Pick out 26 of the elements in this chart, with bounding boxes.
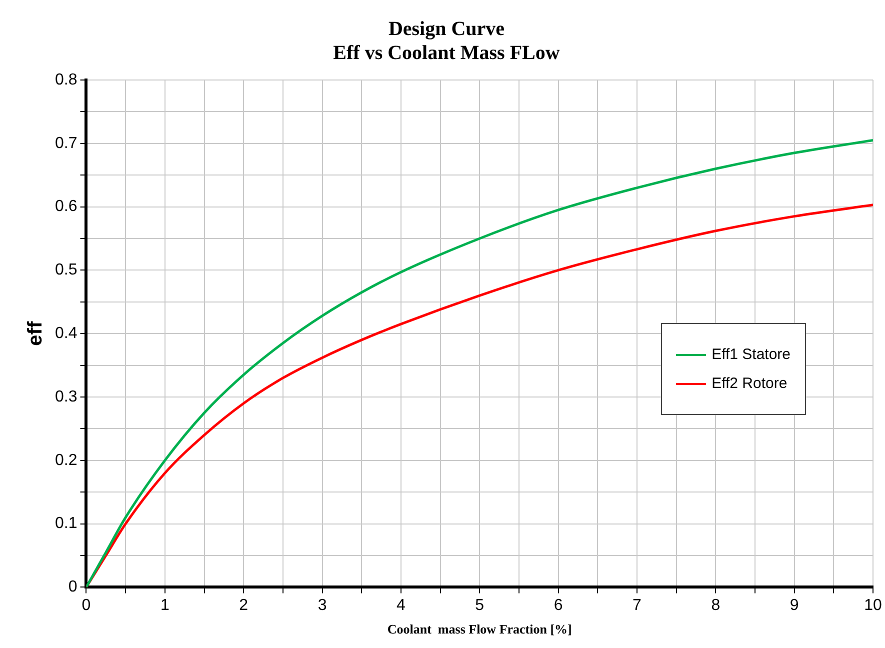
x-tick-label: 9 xyxy=(790,597,799,614)
x-tick-label: 8 xyxy=(711,597,720,614)
y-tick-label: 0.2 xyxy=(54,452,78,469)
legend-label: Eff1 Statore xyxy=(712,346,791,364)
y-tick-label: 0.4 xyxy=(54,325,78,342)
x-tick-label: 5 xyxy=(475,597,484,614)
y-tick-label: 0.6 xyxy=(54,198,78,216)
text: Eff vs Coolant Mass FLow xyxy=(333,42,560,64)
y-tick-label: 0.1 xyxy=(54,515,78,532)
y-tick-label: 0 xyxy=(68,578,78,596)
x-tick-label: 2 xyxy=(239,597,248,614)
x-tick-label: 4 xyxy=(396,597,406,614)
text: Design Curve xyxy=(388,18,505,40)
y-tick-label: 0.8 xyxy=(54,71,78,88)
x-tick-label: 6 xyxy=(554,597,563,614)
x-axis-title: Coolant mass Flow Fraction [%] xyxy=(387,622,572,637)
y-tick-label: 0.3 xyxy=(54,388,78,406)
x-tick-label: 1 xyxy=(160,597,170,614)
x-tick-label: 10 xyxy=(864,597,882,614)
x-tick-label: 3 xyxy=(318,597,327,614)
y-tick-label: 0.5 xyxy=(54,262,78,279)
legend-label: Eff2 Rotore xyxy=(712,375,788,392)
x-tick-label: 0 xyxy=(82,597,91,614)
y-axis-title: eff xyxy=(24,321,47,346)
y-tick-label: 0.7 xyxy=(54,134,78,152)
x-tick-label: 7 xyxy=(632,597,642,614)
